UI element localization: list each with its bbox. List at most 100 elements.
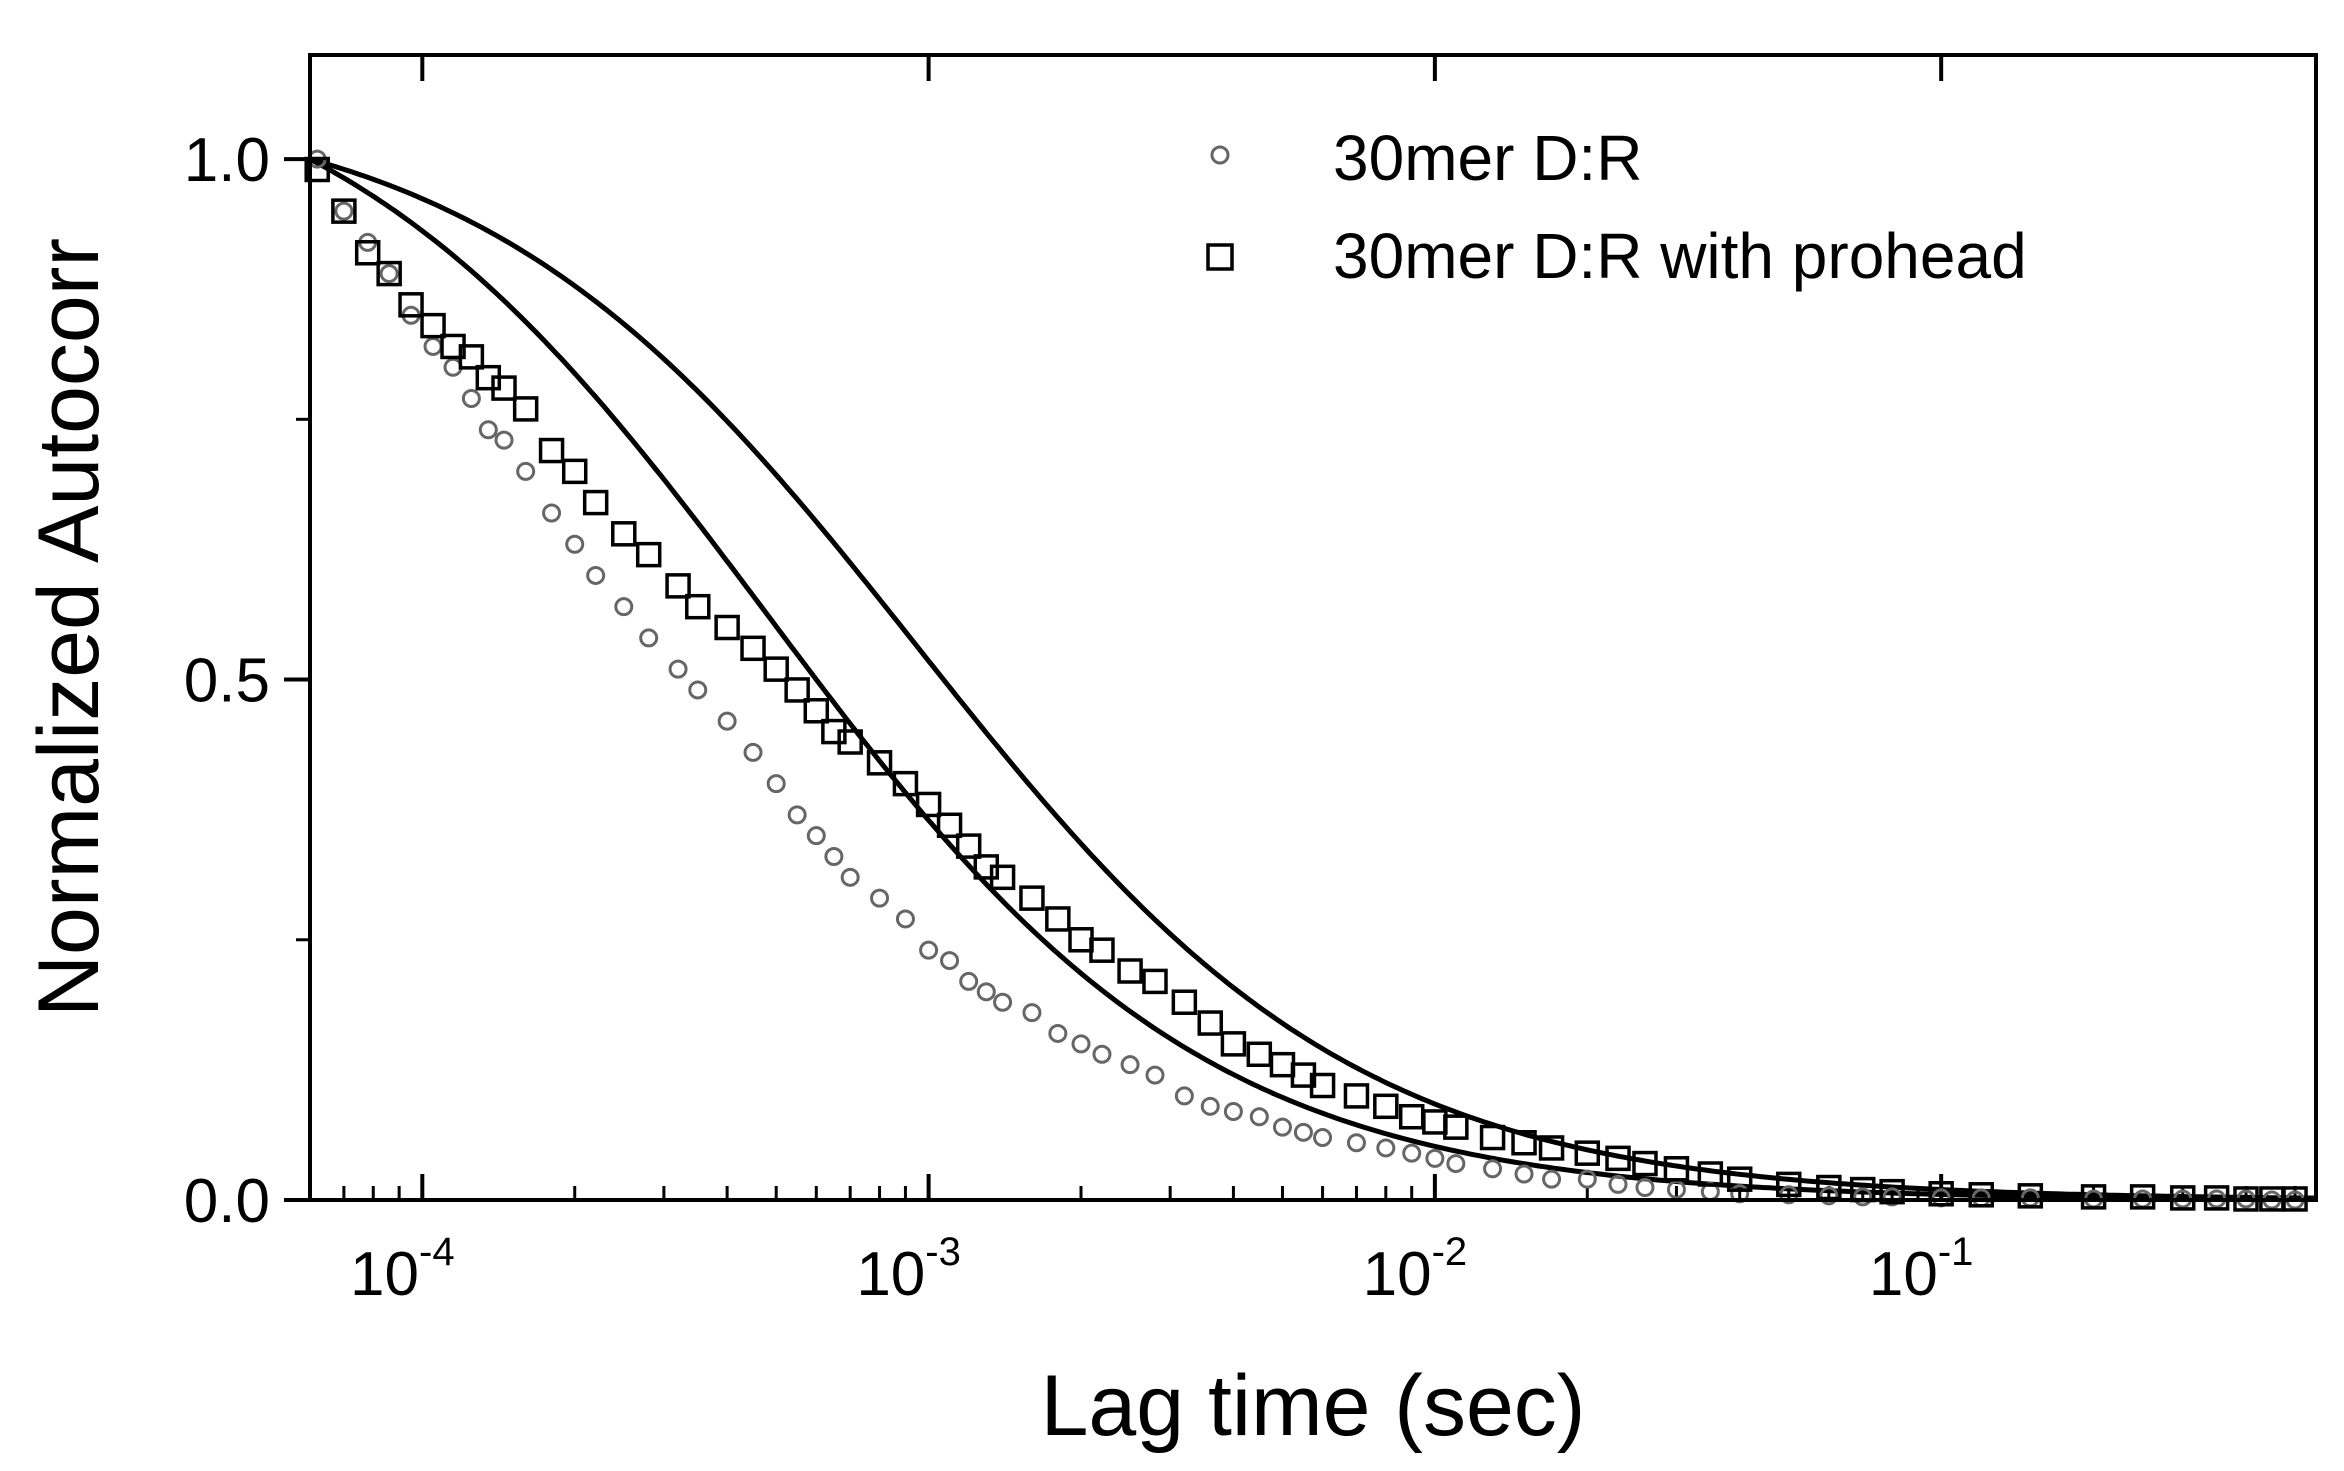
data-point-circle: [787, 805, 807, 825]
data-point-circle: [542, 503, 562, 523]
data-point-square: [866, 750, 893, 776]
data-point-circle: [940, 951, 960, 971]
data-point-circle: [766, 774, 786, 794]
data-point-circle: [1174, 1086, 1194, 1106]
data-point-circle: [1853, 1187, 1873, 1207]
data-point-square: [1574, 1140, 1601, 1166]
legend-label-series-2: 30mer D:R with prohead: [1333, 220, 2027, 292]
data-point-square: [936, 812, 963, 839]
data-point-square: [1171, 989, 1198, 1015]
data-point-circle: [1446, 1154, 1466, 1174]
data-point-circle: [870, 888, 890, 908]
data-point-circle: [1608, 1174, 1628, 1194]
data-point-square: [1479, 1124, 1506, 1151]
data-point-circle: [717, 711, 737, 731]
data-point-circle: [1425, 1148, 1445, 1168]
x-axis-title: Lag time (sec): [1041, 1358, 1586, 1454]
data-point-circle: [478, 420, 498, 440]
data-point-circle: [976, 982, 996, 1002]
data-point-circle: [919, 940, 939, 960]
plot-frame: [308, 53, 2318, 1202]
data-point-circle: [1819, 1186, 1839, 1206]
data-point-square: [611, 521, 637, 547]
data-point-square: [1443, 1114, 1469, 1140]
data-point-circle: [1145, 1065, 1165, 1085]
data-point-circle: [1635, 1178, 1655, 1198]
data-point-circle: [379, 264, 399, 284]
data-point-square: [740, 635, 766, 662]
data-point-square: [955, 833, 982, 859]
x-tick-label: 10-3: [856, 1230, 961, 1309]
data-point-square: [420, 312, 446, 339]
data-point-square: [2203, 1185, 2230, 1211]
data-point-square: [1928, 1181, 1954, 1207]
data-point-square: [1142, 968, 1168, 995]
data-point-square: [1309, 1072, 1336, 1099]
x-tick-exponent: -3: [925, 1230, 961, 1274]
data-point-circle: [1666, 1180, 1686, 1200]
data-point-square: [1697, 1161, 1724, 1187]
data-point-square: [458, 344, 485, 370]
data-point-circle: [1542, 1169, 1562, 1189]
data-point-circle: [1200, 1096, 1220, 1116]
data-point-square: [376, 260, 402, 287]
data-point-circle: [1346, 1133, 1366, 1153]
data-point-square: [354, 240, 381, 266]
legend-marker-square: [1206, 243, 1234, 271]
y-axis-title: Normalized Autocorr: [21, 238, 117, 1017]
data-point-square: [784, 677, 810, 703]
data-point-square: [1663, 1156, 1690, 1182]
data-point-circle: [1882, 1187, 1902, 1207]
data-point-circle: [895, 909, 915, 929]
data-point-circle: [1022, 1003, 1042, 1023]
data-point-circle: [1313, 1128, 1333, 1148]
data-point-square: [1019, 885, 1045, 911]
data-point-circle: [1577, 1169, 1597, 1189]
data-point-square: [803, 698, 830, 724]
data-point-circle: [688, 680, 708, 700]
data-point-circle: [1376, 1138, 1396, 1158]
data-point-circle: [1092, 1044, 1112, 1064]
data-point-square: [1045, 906, 1071, 932]
data-point-circle: [1293, 1122, 1313, 1142]
data-point-circle: [743, 742, 763, 762]
data-point-square: [1968, 1182, 1995, 1208]
data-point-circle: [1249, 1107, 1269, 1127]
data-point-square: [1511, 1130, 1537, 1156]
y-tick-label: 1.0: [184, 126, 270, 195]
data-point-circle: [1402, 1143, 1422, 1163]
data-point-square: [1879, 1178, 1905, 1205]
data-point-circle: [840, 867, 860, 887]
data-point-square: [582, 489, 609, 516]
data-point-square: [714, 614, 740, 641]
data-point-square: [685, 593, 711, 620]
data-point-circle: [1048, 1023, 1068, 1043]
data-point-square: [989, 864, 1016, 891]
data-point-square: [2169, 1185, 2196, 1211]
data-point-square: [1220, 1031, 1247, 1057]
data-point-square: [331, 198, 357, 224]
data-point-square: [1197, 1010, 1223, 1036]
data-point-circle: [565, 534, 585, 554]
data-point-square: [1343, 1083, 1370, 1109]
data-point-square: [665, 573, 691, 599]
data-point-circle: [516, 461, 536, 481]
data-point-circle: [1483, 1159, 1503, 1179]
legend: 30mer D:R 30mer D:R with prohead: [1206, 122, 2027, 292]
data-point-circle: [806, 826, 826, 846]
data-point-circle: [1514, 1164, 1534, 1184]
y-tick-label: 0.5: [184, 647, 270, 716]
data-point-circle: [334, 201, 354, 221]
data-point-square: [1632, 1150, 1658, 1177]
data-point-square: [1538, 1135, 1565, 1161]
tick-label-layer: 10-4 10-3 10-2 10-10.00.51.0: [184, 126, 1974, 1309]
data-point-circle: [1272, 1117, 1292, 1137]
data-point-square: [304, 156, 330, 183]
data-point-circle: [586, 565, 606, 585]
legend-label-series-1: 30mer D:R: [1333, 122, 1642, 194]
data-point-square: [1089, 937, 1115, 963]
data-point-square: [538, 437, 565, 464]
data-point-square: [2017, 1183, 2044, 1209]
data-point-square: [763, 656, 789, 682]
